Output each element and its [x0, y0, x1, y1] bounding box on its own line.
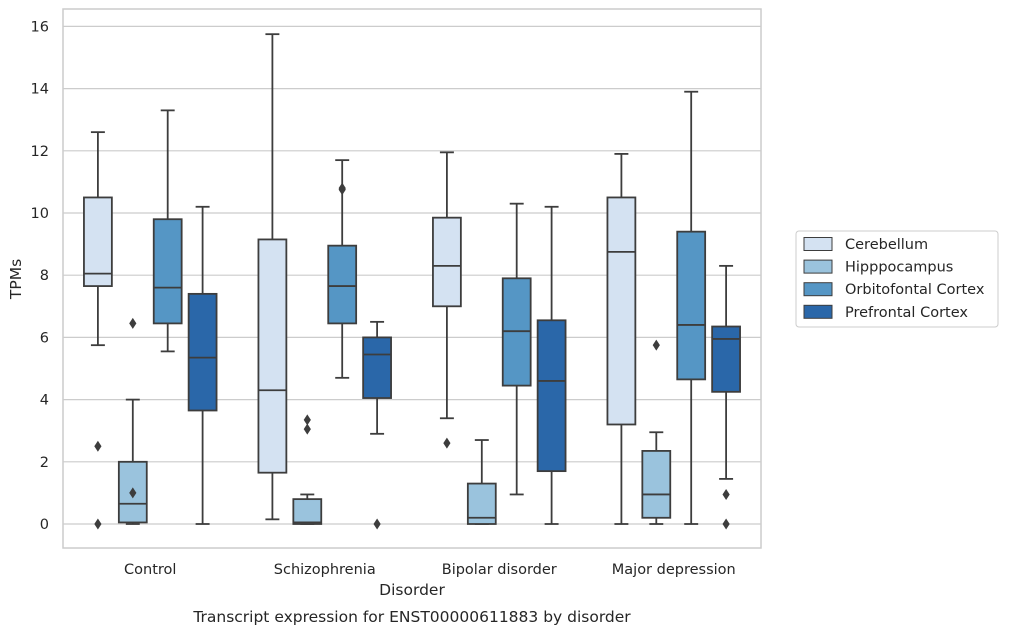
legend-label-3: Orbitofontal Cortex — [845, 282, 985, 298]
outlier-1 — [129, 317, 137, 329]
y-tick-label-12: 12 — [31, 144, 49, 160]
box-2-4 — [641, 339, 672, 525]
y-axis-label: TPMs — [7, 259, 25, 300]
box-4-3 — [536, 205, 567, 525]
outlier-2 — [722, 518, 730, 530]
outlier-2 — [129, 487, 137, 499]
y-tick-label-6: 6 — [40, 330, 49, 346]
box-1-2 — [257, 33, 288, 521]
box-body — [606, 196, 637, 426]
box-body — [676, 230, 707, 381]
box-4-4 — [711, 264, 741, 530]
outlier-1 — [303, 414, 311, 426]
y-tick-label-0: 0 — [40, 517, 49, 533]
legend-swatch-1 — [803, 237, 833, 251]
x-tick-label-4: Major depression — [612, 562, 736, 578]
box-4-1 — [187, 205, 218, 525]
x-axis-label: Disorder — [379, 581, 445, 599]
box-body — [711, 325, 741, 393]
box-1-1 — [83, 131, 113, 530]
y-tick-label-14: 14 — [31, 82, 49, 98]
y-tick-label-8: 8 — [40, 268, 49, 284]
legend-swatch-3 — [803, 282, 833, 297]
outlier-1 — [94, 440, 102, 452]
box-body — [83, 196, 113, 287]
y-tick-label-10: 10 — [31, 206, 49, 222]
legend: Cerebellum Hipppocampus Orbitofontal Corte… — [795, 230, 999, 328]
box-body — [292, 498, 323, 525]
y-tick-labels: 0 2 4 6 8 10 12 14 16 — [31, 19, 49, 533]
box-2-3 — [466, 439, 497, 525]
outlier-2 — [338, 182, 346, 194]
legend-frame — [795, 230, 999, 328]
box-2-2 — [292, 414, 323, 525]
box-3-4 — [676, 90, 707, 525]
x-tick-labels: Control Schizophrenia Bipolar disorder Majo… — [124, 562, 736, 578]
y-tick-label-4: 4 — [40, 393, 49, 409]
x-tick-label-2: Schizophrenia — [274, 562, 376, 578]
y-tick-label-2: 2 — [40, 455, 49, 471]
box-body — [152, 218, 183, 325]
chart-caption: Transcript expression for ENST0000061188… — [192, 608, 631, 626]
box-body — [327, 244, 358, 325]
box-body — [641, 450, 672, 519]
box-3-1 — [152, 109, 183, 353]
box-4-2 — [362, 320, 392, 530]
outlier-1 — [443, 437, 451, 449]
x-tick-label-1: Control — [124, 562, 176, 578]
legend-label-2: Hipppocampus — [845, 260, 953, 276]
box-3-2 — [327, 159, 358, 379]
legend-label-4: Prefrontal Cortex — [845, 305, 968, 321]
box-body — [362, 336, 392, 399]
outlier-1 — [373, 518, 381, 530]
x-tick-label-3: Bipolar disorder — [442, 562, 557, 578]
plot-frame — [62, 8, 762, 549]
outlier-2 — [303, 423, 311, 435]
outlier-2 — [94, 518, 102, 530]
legend-swatch-4 — [803, 304, 833, 319]
outlier-1 — [652, 339, 660, 351]
boxes — [83, 33, 741, 530]
box-body — [257, 238, 288, 474]
legend-label-1: Cerebellum — [845, 237, 928, 253]
y-tick-label-16: 16 — [31, 19, 49, 35]
box-1-4 — [606, 153, 637, 525]
outlier-1 — [722, 488, 730, 500]
box-body — [432, 216, 462, 308]
box-body — [536, 319, 567, 473]
box-3-3 — [501, 202, 532, 496]
legend-swatch-2 — [803, 259, 833, 274]
box-1-3 — [432, 151, 462, 449]
box-body — [187, 292, 218, 412]
box-2-1 — [117, 317, 148, 525]
